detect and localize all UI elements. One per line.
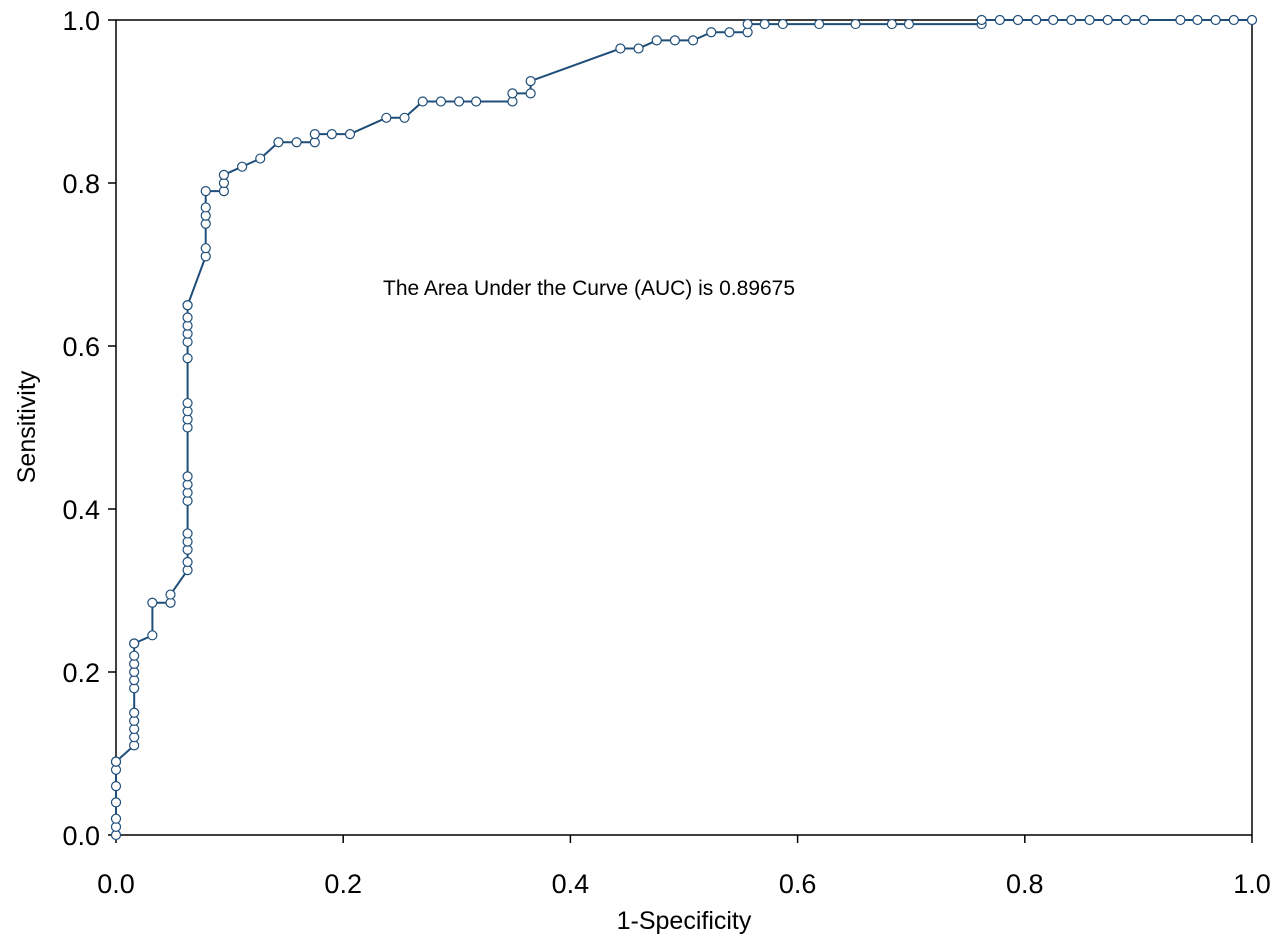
y-axis-title: Sensitivity <box>13 370 41 483</box>
auc-annotation: The Area Under the Curve (AUC) is 0.8967… <box>383 277 795 300</box>
roc-point <box>147 597 158 608</box>
roc-point <box>687 35 699 46</box>
roc-point <box>525 76 536 87</box>
plot-frame <box>115 19 1253 836</box>
roc-point <box>200 202 211 213</box>
roc-point <box>417 96 428 107</box>
roc-point <box>110 797 122 808</box>
roc-point <box>200 186 211 197</box>
roc-point <box>1120 14 1132 26</box>
roc-point <box>435 96 446 107</box>
roc-point <box>129 638 140 649</box>
roc-point <box>1138 14 1150 26</box>
roc-point <box>1246 14 1258 26</box>
roc-point <box>399 112 410 123</box>
y-tick-label: 1.0 <box>62 6 100 36</box>
roc-point <box>255 153 266 164</box>
roc-point <box>165 589 176 600</box>
roc-point <box>182 528 193 539</box>
roc-point <box>381 112 392 123</box>
roc-point <box>1066 14 1077 26</box>
x-tick-label: 0.6 <box>779 869 817 899</box>
y-tick-label: 0.4 <box>62 495 100 525</box>
roc-point <box>886 18 897 30</box>
roc-point <box>182 353 193 364</box>
roc-point <box>182 471 193 482</box>
x-tick-label: 0.2 <box>324 869 362 899</box>
roc-point <box>291 137 302 148</box>
roc-point <box>344 129 356 140</box>
y-axis: 0.0 0.2 0.4 0.6 0.8 1.0 <box>62 6 116 851</box>
roc-series <box>110 14 1258 841</box>
roc-point <box>147 630 158 641</box>
roc-point <box>633 43 644 54</box>
roc-point <box>129 650 140 661</box>
roc-point <box>1192 14 1203 26</box>
x-tick-label: 0.0 <box>97 869 135 899</box>
roc-point <box>742 18 753 30</box>
roc-point <box>273 137 284 148</box>
roc-point <box>1048 14 1059 26</box>
roc-point <box>777 18 788 30</box>
roc-point <box>1012 14 1024 26</box>
x-axis: 0.0 0.2 0.4 0.6 0.8 1.0 <box>97 835 1271 899</box>
roc-point <box>182 312 193 323</box>
roc-point <box>110 756 122 767</box>
roc-point <box>976 14 987 26</box>
x-tick-label: 0.4 <box>552 869 590 899</box>
roc-point <box>1228 14 1239 26</box>
x-tick-label: 1.0 <box>1233 869 1271 899</box>
roc-point <box>471 96 482 107</box>
roc-point <box>110 780 122 792</box>
x-tick-label: 0.8 <box>1006 869 1044 899</box>
roc-point <box>615 43 626 54</box>
roc-point <box>814 18 825 30</box>
roc-point <box>651 35 662 46</box>
roc-point <box>724 27 735 38</box>
roc-point <box>326 129 337 140</box>
roc-point <box>182 556 193 568</box>
x-axis-title: 1-Specificity <box>617 907 752 935</box>
y-tick-label: 0.0 <box>62 821 100 851</box>
roc-curve-line <box>115 19 1252 835</box>
roc-point <box>453 96 465 107</box>
roc-point <box>182 300 193 311</box>
roc-point <box>850 18 861 30</box>
roc-point <box>200 243 211 254</box>
roc-point <box>1175 14 1186 26</box>
roc-point <box>236 161 248 172</box>
y-tick-label: 0.6 <box>62 332 100 362</box>
roc-point <box>507 88 518 99</box>
roc-point <box>110 813 122 824</box>
roc-point <box>1210 14 1221 26</box>
roc-point <box>525 88 536 99</box>
roc-point <box>903 18 915 30</box>
roc-point <box>129 707 140 718</box>
roc-point <box>759 18 770 30</box>
roc-point <box>182 397 193 409</box>
y-tick-label: 0.8 <box>62 169 100 199</box>
roc-point <box>309 129 320 140</box>
y-tick-label: 0.2 <box>62 658 100 688</box>
roc-point <box>1031 14 1042 26</box>
roc-point <box>1084 14 1095 26</box>
roc-point <box>669 35 681 46</box>
roc-point <box>706 27 717 38</box>
roc-point <box>1102 14 1113 26</box>
roc-point <box>218 169 230 180</box>
roc-point <box>994 14 1005 26</box>
